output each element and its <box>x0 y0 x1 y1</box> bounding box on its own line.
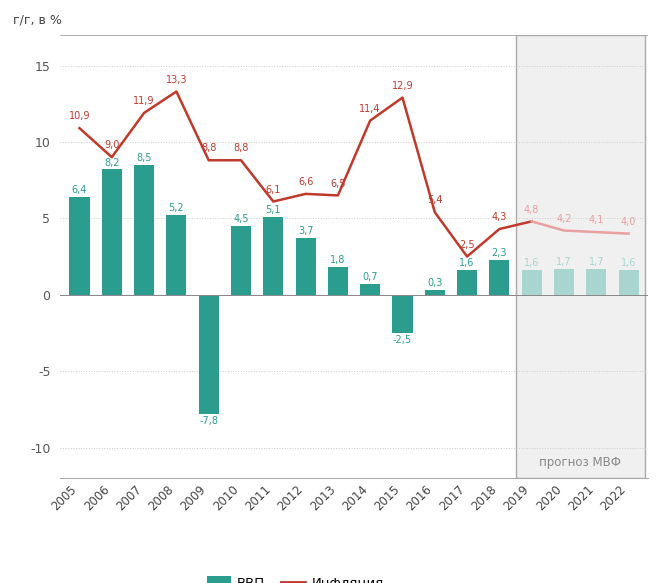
Bar <box>198 295 218 414</box>
Bar <box>425 290 445 295</box>
Bar <box>231 226 251 295</box>
Text: 6,4: 6,4 <box>72 185 88 195</box>
Bar <box>263 217 283 295</box>
Bar <box>587 269 607 295</box>
Text: 9,0: 9,0 <box>104 141 120 150</box>
Text: 0,3: 0,3 <box>427 278 442 289</box>
Text: 10,9: 10,9 <box>69 111 90 121</box>
Bar <box>490 259 510 295</box>
Bar <box>166 215 186 295</box>
Text: 4,1: 4,1 <box>589 215 604 225</box>
Text: -2,5: -2,5 <box>393 335 412 345</box>
Text: 5,2: 5,2 <box>168 203 184 213</box>
Text: 8,8: 8,8 <box>201 143 216 153</box>
Text: 6,5: 6,5 <box>330 178 345 188</box>
Legend: ВВП, Инфляция: ВВП, Инфляция <box>202 571 389 583</box>
Text: 1,6: 1,6 <box>460 258 475 268</box>
Text: 11,9: 11,9 <box>134 96 155 106</box>
Text: 4,5: 4,5 <box>233 214 248 224</box>
Text: 11,4: 11,4 <box>359 104 381 114</box>
Bar <box>393 295 413 333</box>
Text: 0,7: 0,7 <box>363 272 378 282</box>
Text: 6,1: 6,1 <box>266 185 281 195</box>
Bar <box>69 197 90 295</box>
Text: 8,2: 8,2 <box>104 157 120 167</box>
Bar <box>134 165 154 295</box>
Text: 5,4: 5,4 <box>427 195 442 205</box>
Bar <box>295 238 315 295</box>
Text: 2,3: 2,3 <box>492 248 507 258</box>
Bar <box>522 271 542 295</box>
Text: 1,8: 1,8 <box>330 255 345 265</box>
Bar <box>619 271 639 295</box>
Text: 6,6: 6,6 <box>298 177 313 187</box>
Text: 1,6: 1,6 <box>524 258 539 268</box>
Text: 4,0: 4,0 <box>621 217 636 227</box>
Text: 4,3: 4,3 <box>492 212 507 222</box>
Text: -7,8: -7,8 <box>199 416 218 426</box>
Text: 8,5: 8,5 <box>136 153 152 163</box>
Text: прогноз МВФ: прогноз МВФ <box>539 456 621 469</box>
Text: 5,1: 5,1 <box>266 205 281 215</box>
Bar <box>328 267 348 295</box>
Text: 13,3: 13,3 <box>166 75 187 85</box>
FancyBboxPatch shape <box>516 35 645 478</box>
Text: 4,2: 4,2 <box>556 214 572 224</box>
Text: 12,9: 12,9 <box>391 81 413 91</box>
Bar <box>457 271 477 295</box>
Bar <box>554 269 574 295</box>
Text: 4,8: 4,8 <box>524 205 539 215</box>
Text: 1,7: 1,7 <box>556 257 572 267</box>
Text: г/г, в %: г/г, в % <box>13 13 62 26</box>
Bar <box>360 284 380 295</box>
Text: 3,7: 3,7 <box>298 226 313 236</box>
Bar <box>102 170 122 295</box>
Text: 8,8: 8,8 <box>233 143 248 153</box>
Text: 2,5: 2,5 <box>460 240 475 250</box>
Text: 1,6: 1,6 <box>621 258 636 268</box>
Text: 1,7: 1,7 <box>589 257 604 267</box>
